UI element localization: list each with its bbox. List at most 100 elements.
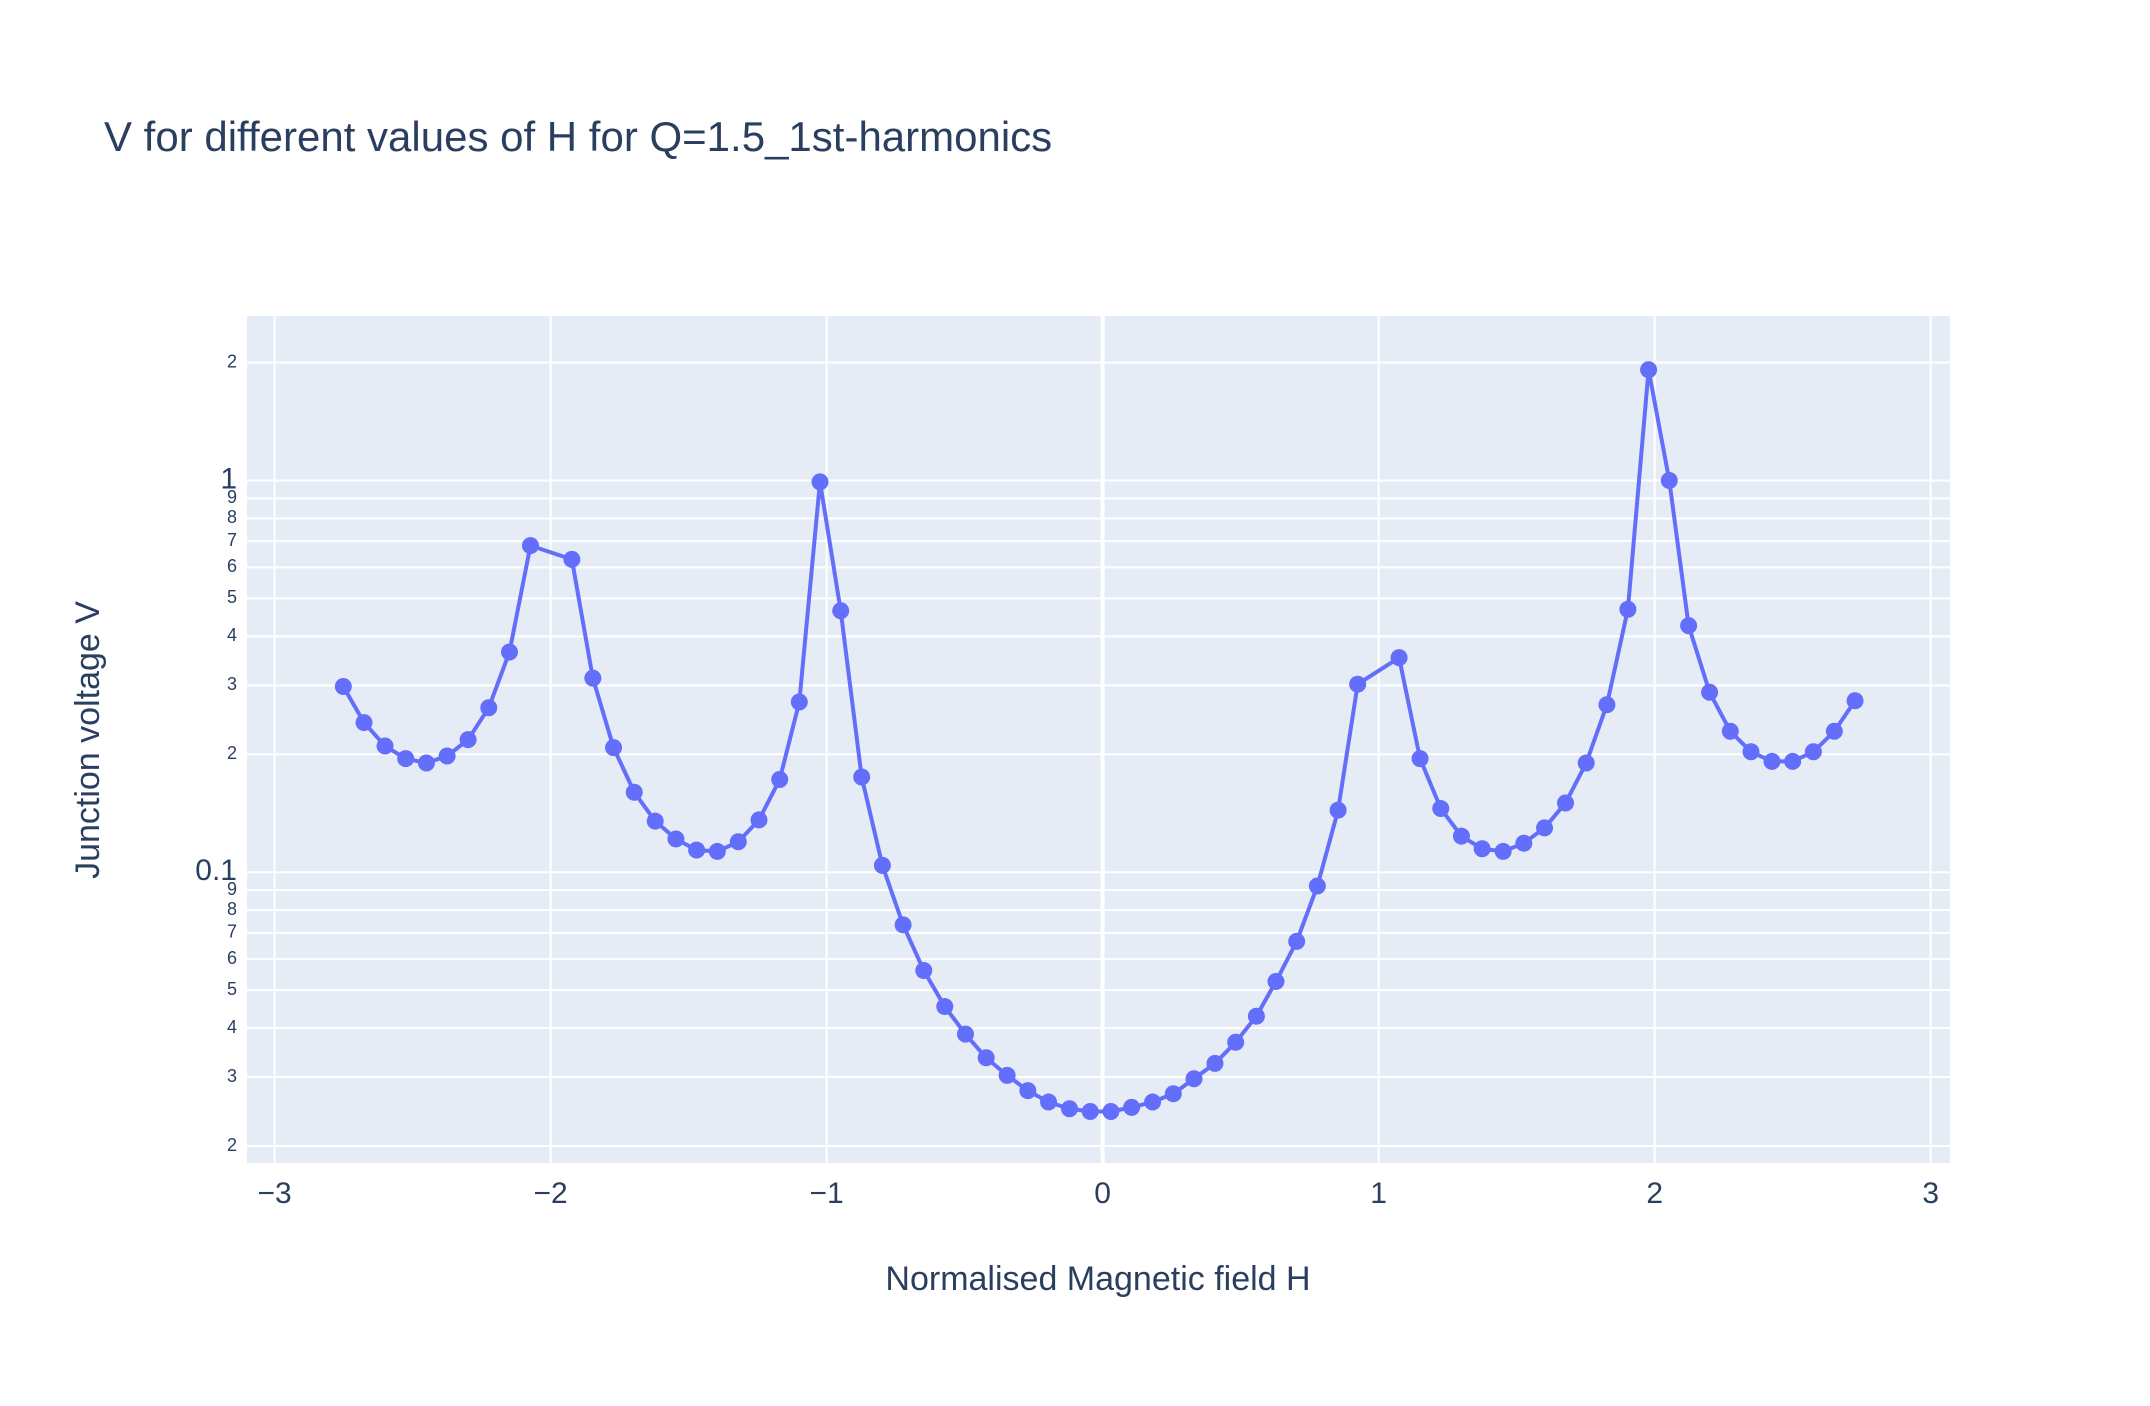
data-point — [1660, 472, 1678, 490]
x-tick-label: 2 — [1646, 1177, 1663, 1210]
data-point — [1390, 649, 1408, 667]
y-tick-label: 1 — [220, 462, 237, 495]
y-tick-label: 9 — [227, 879, 237, 899]
data-point — [1473, 840, 1491, 858]
data-point — [811, 473, 829, 491]
data-point — [750, 811, 768, 829]
data-point — [1247, 1007, 1265, 1025]
data-point — [1308, 877, 1326, 895]
y-tick-label: 2 — [227, 351, 237, 371]
x-tick-label: 0 — [1094, 1177, 1111, 1210]
data-point — [936, 998, 954, 1016]
data-point — [1825, 722, 1843, 740]
data-point — [1102, 1102, 1120, 1120]
data-point — [667, 830, 685, 848]
data-point — [1494, 842, 1512, 860]
data-point — [1123, 1098, 1141, 1116]
data-point — [1164, 1085, 1182, 1103]
data-point — [1804, 743, 1822, 761]
marks — [334, 361, 1864, 1120]
data-point — [729, 833, 747, 851]
data-point — [1081, 1102, 1099, 1120]
data-point — [563, 550, 581, 568]
data-point — [1742, 743, 1760, 761]
y-axis-title: Junction voltage V — [69, 601, 107, 879]
data-point — [1206, 1054, 1224, 1072]
y-tick-label: 2 — [227, 743, 237, 763]
data-point — [1227, 1033, 1245, 1051]
data-point — [1619, 600, 1637, 618]
y-tick-label: 4 — [227, 625, 237, 645]
data-point — [790, 693, 808, 711]
data-point — [1267, 973, 1285, 991]
data-point — [1598, 696, 1616, 714]
data-point — [521, 537, 539, 555]
data-point — [894, 916, 912, 934]
data-point — [708, 842, 726, 860]
data-point — [1185, 1070, 1203, 1088]
data-point — [853, 768, 871, 786]
data-point — [956, 1025, 974, 1043]
data-point — [998, 1066, 1016, 1084]
x-tick-label: −1 — [810, 1177, 844, 1210]
y-tick-label: 7 — [227, 530, 237, 550]
data-point — [1432, 800, 1450, 818]
data-point — [1349, 675, 1367, 693]
data-point — [625, 783, 643, 801]
x-axis-title: Normalised Magnetic field H — [885, 1260, 1310, 1298]
data-point — [1763, 752, 1781, 770]
data-point — [873, 856, 891, 874]
data-point — [334, 677, 352, 695]
data-point — [417, 754, 435, 772]
y-tick-label: 3 — [227, 1066, 237, 1086]
data-line — [341, 367, 1857, 1114]
y-tick-label: 6 — [227, 556, 237, 576]
data-point — [1411, 750, 1429, 768]
data-point — [977, 1049, 995, 1067]
y-tick-label: 5 — [227, 587, 237, 607]
y-tick-label: 8 — [227, 507, 237, 527]
y-tick-label: 8 — [227, 899, 237, 919]
data-point — [1680, 617, 1698, 635]
data-point — [605, 739, 623, 757]
data-point — [646, 812, 664, 830]
data-point — [480, 699, 498, 717]
y-tick-label: 2 — [227, 1135, 237, 1155]
data-point — [459, 731, 477, 749]
y-tick-label: 5 — [227, 979, 237, 999]
data-point — [688, 841, 706, 859]
data-point — [1701, 683, 1719, 701]
data-point — [397, 750, 415, 768]
data-point — [1536, 819, 1554, 837]
x-tick-label: −3 — [257, 1177, 291, 1210]
data-point — [915, 962, 933, 980]
data-point — [1515, 834, 1533, 852]
x-tick-label: 1 — [1370, 1177, 1387, 1210]
data-point — [1040, 1093, 1058, 1111]
plot-area — [247, 316, 1950, 1163]
data-point — [1846, 692, 1864, 710]
data-point — [376, 737, 394, 755]
data-point — [500, 643, 518, 661]
data-point — [832, 602, 850, 620]
data-point — [1144, 1093, 1162, 1111]
data-point — [1061, 1100, 1079, 1118]
data-point — [771, 770, 789, 788]
data-point — [1452, 827, 1470, 845]
x-tick-label: 3 — [1922, 1177, 1939, 1210]
y-tick-label: 4 — [227, 1017, 237, 1037]
data-point — [584, 669, 602, 687]
data-point — [1329, 801, 1347, 819]
y-tick-label: 9 — [227, 487, 237, 507]
data-point — [1577, 754, 1595, 772]
data-point — [1557, 794, 1575, 812]
data-point — [1784, 752, 1802, 770]
data-point — [1721, 722, 1739, 740]
y-tick-label: 0.1 — [195, 854, 237, 887]
x-tick-label: −2 — [534, 1177, 568, 1210]
data-point — [355, 714, 373, 732]
data-point — [1640, 361, 1658, 379]
data-point — [438, 747, 456, 765]
grid — [247, 316, 1950, 1163]
